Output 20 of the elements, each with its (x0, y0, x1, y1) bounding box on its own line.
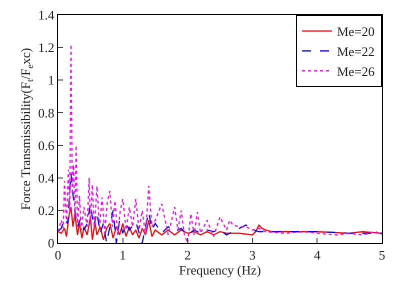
line-series (58, 44, 382, 243)
y-tick-label: 0.6 (38, 138, 55, 153)
x-tick-label: 5 (378, 248, 386, 263)
legend-label: Me=22 (337, 44, 375, 59)
y-tick-label: 1.2 (38, 40, 54, 56)
y-tick-label: 1 (48, 72, 54, 88)
line-series (58, 206, 382, 240)
y-tick-label: 0.2 (38, 202, 54, 218)
y-tick-label: 0.4 (38, 170, 55, 186)
line-series (58, 172, 382, 243)
x-tick-label: 3 (249, 248, 256, 263)
y-tick-label: 0 (48, 236, 54, 251)
legend-label: Me=20 (337, 24, 375, 40)
y-tick-label: 1.4 (38, 8, 55, 23)
legend-label: Me=26 (337, 64, 376, 79)
x-tick-label: 4 (314, 248, 321, 263)
x-axis-title: Frequency (Hz) (179, 262, 261, 278)
x-tick-label: 1 (120, 248, 126, 263)
y-tick-label: 0.8 (38, 105, 54, 120)
x-tick-label: 2 (184, 248, 191, 263)
